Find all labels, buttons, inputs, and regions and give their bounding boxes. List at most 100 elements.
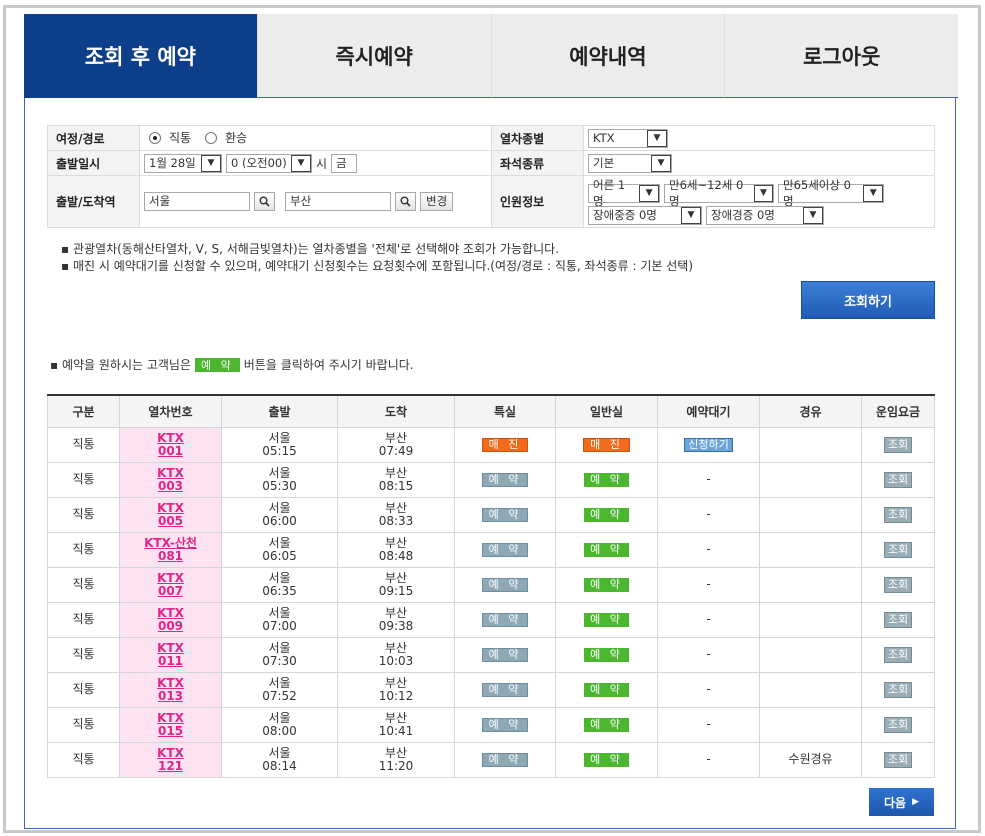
standard-class-button[interactable]: 예 약 [584, 612, 629, 627]
fare-lookup-button[interactable]: 조회 [883, 646, 913, 663]
standard-class-button[interactable]: 예 약 [584, 472, 629, 487]
train-type-select[interactable]: KTX ▼ [588, 128, 668, 148]
fare-lookup-button[interactable]: 조회 [883, 716, 913, 733]
route-label: 여정/경로 [47, 125, 140, 151]
route-direct-radio[interactable] [149, 131, 161, 144]
train-number-cell: KTX 005 [119, 496, 222, 533]
train-number-link[interactable]: 013 [157, 688, 184, 703]
train-name-link[interactable]: KTX [157, 675, 184, 690]
train-name-link[interactable]: KTX [157, 465, 184, 480]
fare-cell: 조회 [861, 531, 935, 568]
chevron-down-icon: ▼ [681, 206, 701, 224]
waitlist-apply-button[interactable]: 신청하기 [684, 437, 733, 452]
train-name-link[interactable]: KTX [157, 745, 184, 760]
tab-logout[interactable]: 로그아웃 [724, 14, 958, 98]
train-name-link[interactable]: KTX [157, 640, 184, 655]
search-icon[interactable] [395, 191, 416, 211]
first-class-button[interactable]: 예 약 [481, 507, 529, 522]
child-count-select[interactable]: 만6세~12세 0명 ▼ [664, 178, 774, 208]
arrival-station-input[interactable]: 부산 [285, 191, 391, 211]
departure-cell: 서울 06:00 [221, 496, 338, 533]
disabled-mild-select[interactable]: 장애경증 0명 ▼ [706, 205, 824, 225]
swap-stations-button[interactable]: 변경 [420, 191, 454, 211]
fare-lookup-button[interactable]: 조회 [883, 541, 913, 558]
route-transfer-radio[interactable] [205, 131, 218, 144]
search-icon[interactable] [254, 191, 275, 211]
first-class-button[interactable]: 예 약 [481, 752, 529, 767]
standard-class-cell: 예 약 [555, 671, 658, 708]
first-class-cell: 예 약 [454, 706, 556, 743]
standard-class-button[interactable]: 예 약 [584, 647, 629, 662]
fare-lookup-button[interactable]: 조회 [883, 576, 913, 593]
tab-reservation-history[interactable]: 예약내역 [490, 14, 725, 98]
train-number-cell: KTX 007 [119, 566, 222, 603]
search-form: 여정/경로 직통 환승 열차종별 KTX ▼ 출발일시 1월 28일 [47, 125, 935, 228]
tab-instant-reserve[interactable]: 즉시예약 [256, 14, 491, 98]
train-name-link[interactable]: KTX-산천 [144, 535, 197, 550]
standard-class-button[interactable]: 예 약 [584, 682, 629, 697]
tab-search-reserve[interactable]: 조회 후 예약 [24, 14, 257, 98]
train-number-link[interactable]: 121 [157, 758, 184, 773]
departure-cell: 서울 08:00 [221, 706, 338, 743]
first-class-button[interactable]: 예 약 [481, 647, 529, 662]
adult-count-select[interactable]: 어른 1명 ▼ [588, 178, 660, 208]
standard-class-button[interactable]: 예 약 [584, 752, 629, 767]
train-number-link[interactable]: 015 [157, 723, 184, 738]
first-class-cell: 예 약 [454, 566, 556, 603]
standard-class-cell: 예 약 [555, 566, 658, 603]
via-cell [759, 461, 862, 498]
fare-lookup-button[interactable]: 조회 [883, 751, 913, 768]
train-name-link[interactable]: KTX [157, 430, 184, 445]
fare-lookup-button[interactable]: 조회 [883, 506, 913, 523]
train-number-link[interactable]: 081 [157, 548, 184, 563]
fare-lookup-button[interactable]: 조회 [883, 681, 913, 698]
first-class-button[interactable]: 예 약 [481, 717, 529, 732]
depart-date-select[interactable]: 1월 28일 ▼ [144, 153, 222, 173]
senior-count-select[interactable]: 만65세이상 0명 ▼ [778, 178, 884, 208]
train-number-link[interactable]: 007 [157, 583, 184, 598]
waitlist-status: - [706, 577, 711, 591]
depart-hour-select[interactable]: 0 (오전00) ▼ [226, 153, 312, 173]
departure-cell: 서울 06:35 [221, 566, 338, 603]
waitlist-status: - [706, 542, 711, 556]
train-number-link[interactable]: 001 [157, 443, 184, 458]
departure-cell: 서울 07:00 [221, 601, 338, 638]
passengers-label: 인원정보 [491, 175, 584, 228]
first-class-button[interactable]: 예 약 [481, 612, 529, 627]
standard-class-button[interactable]: 예 약 [584, 507, 629, 522]
arrival-cell: 부산 08:48 [337, 531, 455, 568]
first-class-button[interactable]: 예 약 [481, 472, 529, 487]
disabled-severe-select[interactable]: 장애중증 0명 ▼ [588, 205, 702, 225]
waitlist-cell: - [657, 741, 760, 778]
fare-lookup-button[interactable]: 조회 [883, 436, 913, 453]
standard-class-button[interactable]: 예 약 [584, 542, 629, 557]
standard-class-cell: 예 약 [555, 741, 658, 778]
departure-station-input[interactable]: 서울 [144, 191, 250, 211]
first-class-cell: 예 약 [454, 496, 556, 533]
train-name-link[interactable]: KTX [157, 570, 184, 585]
first-class-button[interactable]: 예 약 [481, 682, 529, 697]
train-number-link[interactable]: 005 [157, 513, 184, 528]
seat-type-select[interactable]: 기본 ▼ [588, 153, 672, 173]
fare-lookup-button[interactable]: 조회 [883, 471, 913, 488]
hour-suffix: 시 [316, 156, 328, 171]
search-button[interactable]: 조회하기 [801, 281, 935, 319]
train-number-link[interactable]: 011 [157, 653, 184, 668]
arrival-cell: 부산 10:03 [337, 636, 455, 673]
standard-class-button[interactable]: 예 약 [584, 717, 629, 732]
standard-class-button[interactable]: 예 약 [584, 577, 629, 592]
train-name-link[interactable]: KTX [157, 710, 184, 725]
next-page-button[interactable]: 다음 ▶ [869, 788, 934, 816]
col-header: 일반실 [555, 394, 658, 428]
train-number-link[interactable]: 009 [157, 618, 184, 633]
fare-lookup-button[interactable]: 조회 [883, 611, 913, 628]
standard-class-button[interactable]: 매 진 [583, 437, 630, 452]
train-name-link[interactable]: KTX [157, 500, 184, 515]
first-class-button[interactable]: 예 약 [481, 542, 529, 557]
train-name-link[interactable]: KTX [157, 605, 184, 620]
train-number-link[interactable]: 003 [157, 478, 184, 493]
first-class-button[interactable]: 예 약 [481, 577, 529, 592]
waitlist-status: - [706, 472, 711, 486]
first-class-button[interactable]: 매 진 [481, 437, 529, 452]
train-number-cell: KTX 121 [119, 741, 222, 778]
